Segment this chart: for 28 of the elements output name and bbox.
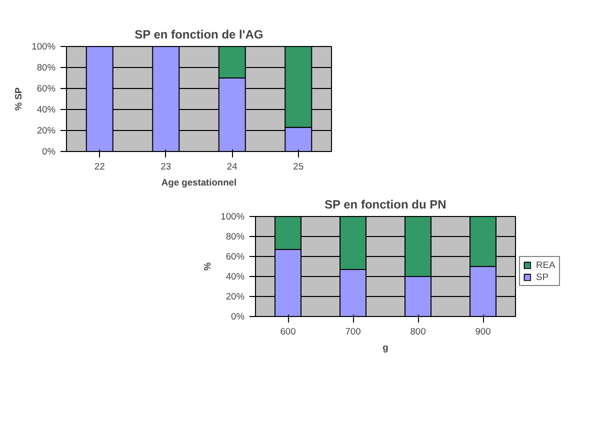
chart-title: SP en fonction de l'AG xyxy=(134,28,264,42)
y-axis-title: % SP xyxy=(14,87,24,111)
y-tick-label: 40% xyxy=(226,272,244,282)
x-axis-title: g xyxy=(382,342,389,352)
x-axis-title: Age gestationnel xyxy=(161,178,237,188)
x-tick-label: 22 xyxy=(94,162,105,172)
y-tick-label: 20% xyxy=(36,126,56,136)
y-tick-label: 100% xyxy=(220,212,244,222)
x-tick-label: 24 xyxy=(226,162,238,172)
y-tick-label: 100% xyxy=(32,42,56,52)
y-tick-label: 60% xyxy=(36,84,56,94)
x-tick-label: 800 xyxy=(410,326,426,336)
legend-label: REA xyxy=(536,260,556,270)
y-tick-label: 0% xyxy=(231,312,244,322)
x-tick-label: 600 xyxy=(280,326,296,336)
y-tick-label: 60% xyxy=(226,252,244,262)
y-tick-label: 40% xyxy=(36,104,56,114)
x-tick-label: 25 xyxy=(293,162,304,172)
y-tick-label: 0% xyxy=(42,146,56,156)
x-tick-label: 900 xyxy=(475,326,491,336)
y-tick-label: 80% xyxy=(36,62,56,72)
legend-label: SP xyxy=(536,272,550,282)
y-tick-label: 80% xyxy=(226,232,244,242)
x-tick-label: 700 xyxy=(345,326,361,336)
x-tick-label: 23 xyxy=(160,162,172,172)
y-axis-title: % xyxy=(202,262,213,271)
chart-title: SP en fonction du PN xyxy=(324,198,446,212)
y-tick-label: 20% xyxy=(226,292,244,302)
